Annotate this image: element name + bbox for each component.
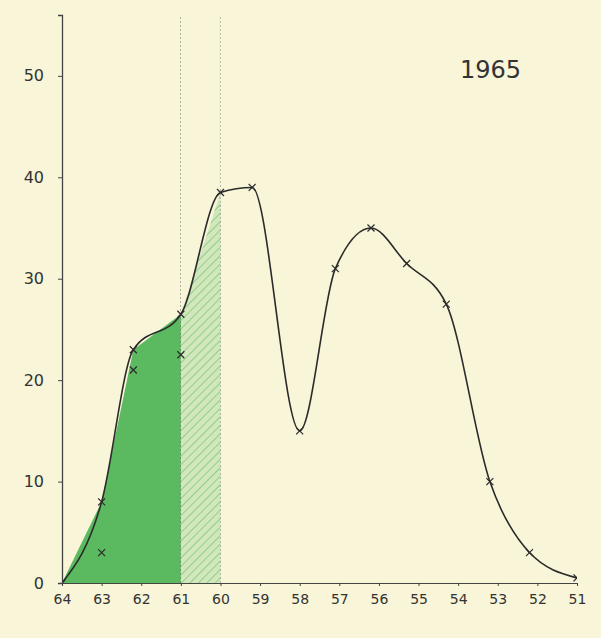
x-tick-label: 54 [450,591,468,607]
marker [217,189,224,196]
shaded-area [62,187,181,583]
x-tick-label: 60 [212,591,230,607]
y-tick-mark [58,177,62,178]
x-tick: 57 [331,583,349,607]
x-axis: 64 63 62 61 60 59 58 57 56 55 54 53 52 51 [54,583,587,607]
x-tick-label: 51 [569,591,587,607]
x-tick: 60 [212,583,230,607]
x-tick-mark [339,583,340,586]
x-tick-mark [260,583,261,586]
x-tick-label: 62 [133,591,151,607]
y-tick-label: 10 [24,472,44,491]
y-tick: 20 [24,371,62,390]
marker [249,184,256,191]
x-tick: 62 [133,583,151,607]
marker [296,427,303,434]
x-tick-mark [577,583,578,586]
y-tick-mark [58,76,62,77]
x-tick: 63 [93,583,111,607]
y-tick: 30 [24,269,62,288]
marker [130,346,137,353]
x-tick-label: 57 [331,591,349,607]
y-tick-label: 0 [34,574,44,593]
marker [403,260,410,267]
shaded-area [181,187,221,583]
x-tick: 54 [450,583,468,607]
y-tick-mark [58,583,62,584]
y-tick-label: 20 [24,371,44,390]
x-tick-label: 56 [371,591,389,607]
y-tick: 50 [24,66,62,85]
x-tick: 51 [569,583,587,607]
x-tick-mark [220,583,221,586]
x-tick: 56 [371,583,389,607]
x-tick-mark [141,583,142,586]
marker [98,549,105,556]
y-tick: 10 [24,472,62,491]
x-tick-label: 58 [291,591,309,607]
y-tick-label: 40 [24,168,44,187]
x-tick-mark [498,583,499,586]
x-tick-mark [537,583,538,586]
x-tick-label: 61 [172,591,190,607]
marker [332,265,339,272]
x-tick-label: 59 [252,591,270,607]
marker [177,351,184,358]
title: 1965 [460,56,521,84]
x-tick-mark [300,583,301,586]
marker [574,574,578,581]
y-tick-mark [58,279,62,280]
x-axis-line [63,584,578,587]
plot-area [62,15,577,583]
x-tick: 61 [172,583,190,607]
marker [486,478,493,485]
x-tick-label: 55 [410,591,428,607]
y-tick-mark [58,380,62,381]
x-tick: 64 [54,583,72,607]
marker [177,311,184,318]
x-tick-mark [458,583,459,586]
y-tick: 40 [24,168,62,187]
x-tick: 58 [291,583,309,607]
marker [526,549,533,556]
x-tick-mark [419,583,420,586]
y-tick: 0 [34,574,62,593]
x-tick-label: 53 [489,591,507,607]
x-tick: 53 [489,583,507,607]
shade-edge [220,15,221,583]
marker [368,225,375,232]
marker [98,498,105,505]
shade-edge [180,15,181,583]
marker [443,301,450,308]
x-tick-label: 64 [54,591,72,607]
y-axis: 0 10 20 30 40 50 [24,16,63,593]
y-tick-mark [58,482,62,483]
y-tick-label: 50 [24,66,44,85]
x-tick: 59 [252,583,270,607]
x-tick-mark [102,583,103,586]
line [62,187,577,583]
x-tick-label: 52 [529,591,547,607]
x-tick-mark [181,583,182,586]
x-tick: 55 [410,583,428,607]
x-tick: 52 [529,583,547,607]
x-tick-label: 63 [93,591,111,607]
y-tick-label: 30 [24,269,44,288]
y-axis-line [58,16,63,584]
chart: 64 63 62 61 60 59 58 57 56 55 54 53 52 51 0 10 20 30 40 50 1… [0,0,601,638]
x-tick-mark [379,583,380,586]
marker [130,367,137,374]
